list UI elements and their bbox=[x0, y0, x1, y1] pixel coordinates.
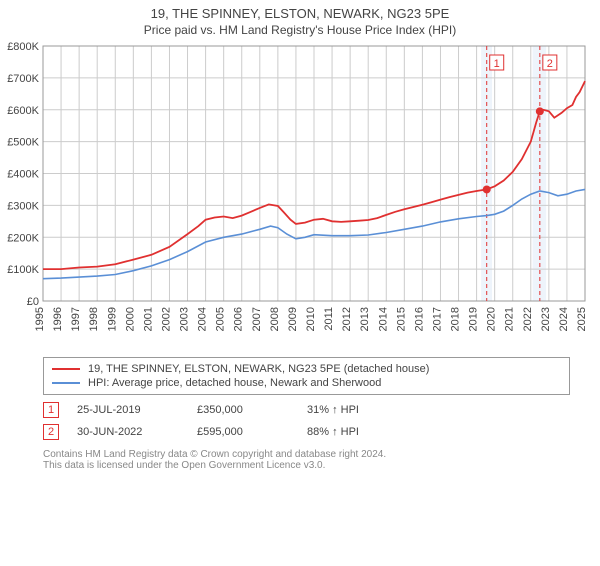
y-tick-label: £0 bbox=[27, 296, 39, 308]
legend-box: 19, THE SPINNEY, ELSTON, NEWARK, NG23 5P… bbox=[43, 357, 570, 395]
y-tick-label: £800K bbox=[7, 41, 39, 53]
x-tick-label: 2016 bbox=[413, 307, 425, 331]
x-tick-label: 2024 bbox=[558, 307, 570, 331]
x-tick-label: 1998 bbox=[88, 307, 100, 331]
x-tick-label: 2002 bbox=[160, 307, 172, 331]
x-tick-label: 2022 bbox=[522, 307, 534, 331]
x-tick-label: 2009 bbox=[287, 307, 299, 331]
x-tick-label: 2014 bbox=[377, 307, 389, 331]
x-tick-label: 2007 bbox=[251, 307, 263, 331]
event-row: 1 25-JUL-2019£350,00031% ↑ HPI bbox=[43, 399, 570, 421]
x-tick-label: 2017 bbox=[431, 307, 443, 331]
event-label-num: 1 bbox=[494, 58, 500, 70]
x-tick-label: 2012 bbox=[341, 307, 353, 331]
x-tick-label: 2001 bbox=[142, 307, 154, 331]
event-label-num: 2 bbox=[547, 58, 553, 70]
x-tick-label: 2004 bbox=[197, 307, 209, 331]
event-marker: 1 bbox=[43, 402, 59, 418]
x-tick-label: 2021 bbox=[504, 307, 516, 331]
x-tick-label: 1996 bbox=[52, 307, 64, 331]
event-diff: 88% ↑ HPI bbox=[307, 426, 427, 438]
x-tick-label: 1999 bbox=[106, 307, 118, 331]
x-tick-label: 2025 bbox=[576, 307, 588, 331]
x-tick-label: 2019 bbox=[468, 307, 480, 331]
x-tick-label: 2010 bbox=[305, 307, 317, 331]
y-tick-label: £700K bbox=[7, 73, 39, 85]
event-price: £350,000 bbox=[197, 404, 307, 416]
event-point bbox=[536, 107, 544, 115]
x-tick-label: 2011 bbox=[323, 307, 335, 331]
footnote: Contains HM Land Registry data © Crown c… bbox=[43, 449, 570, 471]
x-tick-label: 2015 bbox=[395, 307, 407, 331]
y-tick-label: £400K bbox=[7, 169, 39, 181]
x-tick-label: 2018 bbox=[450, 307, 462, 331]
event-date: 30-JUN-2022 bbox=[77, 426, 197, 438]
x-tick-label: 2003 bbox=[179, 307, 191, 331]
events-table: 1 25-JUL-2019£350,00031% ↑ HPI 2 30-JUN-202… bbox=[43, 399, 570, 443]
x-tick-label: 2000 bbox=[124, 307, 136, 331]
event-diff: 31% ↑ HPI bbox=[307, 404, 427, 416]
event-date: 25-JUL-2019 bbox=[77, 404, 197, 416]
x-tick-label: 2005 bbox=[215, 307, 227, 331]
x-tick-label: 2008 bbox=[269, 307, 281, 331]
event-row: 2 30-JUN-2022£595,00088% ↑ HPI bbox=[43, 421, 570, 443]
legend-label: HPI: Average price, detached house, Newa… bbox=[88, 377, 381, 389]
chart-title-line1: 19, THE SPINNEY, ELSTON, NEWARK, NG23 5P… bbox=[0, 6, 600, 21]
event-marker: 2 bbox=[43, 424, 59, 440]
x-tick-label: 1995 bbox=[34, 307, 46, 331]
y-tick-label: £300K bbox=[7, 200, 39, 212]
legend-label: 19, THE SPINNEY, ELSTON, NEWARK, NG23 5P… bbox=[88, 363, 429, 375]
footnote-line1: Contains HM Land Registry data © Crown c… bbox=[43, 449, 570, 460]
legend-row: HPI: Average price, detached house, Newa… bbox=[52, 376, 561, 390]
y-tick-label: £200K bbox=[7, 232, 39, 244]
event-point bbox=[483, 185, 491, 193]
y-tick-label: £100K bbox=[7, 264, 39, 276]
event-price: £595,000 bbox=[197, 426, 307, 438]
x-tick-label: 1997 bbox=[70, 307, 82, 331]
legend-row: 19, THE SPINNEY, ELSTON, NEWARK, NG23 5P… bbox=[52, 362, 561, 376]
y-tick-label: £500K bbox=[7, 137, 39, 149]
x-tick-label: 2006 bbox=[233, 307, 245, 331]
x-tick-label: 2023 bbox=[540, 307, 552, 331]
y-tick-label: £600K bbox=[7, 105, 39, 117]
x-tick-label: 2020 bbox=[486, 307, 498, 331]
legend-swatch bbox=[52, 382, 80, 384]
chart-title-line2: Price paid vs. HM Land Registry's House … bbox=[0, 23, 600, 37]
x-tick-label: 2013 bbox=[359, 307, 371, 331]
footnote-line2: This data is licensed under the Open Gov… bbox=[43, 460, 570, 471]
chart-plot: £0 £100K £200K £300K £400K £500K £600K £700K £80… bbox=[0, 41, 600, 351]
legend-swatch bbox=[52, 368, 80, 370]
